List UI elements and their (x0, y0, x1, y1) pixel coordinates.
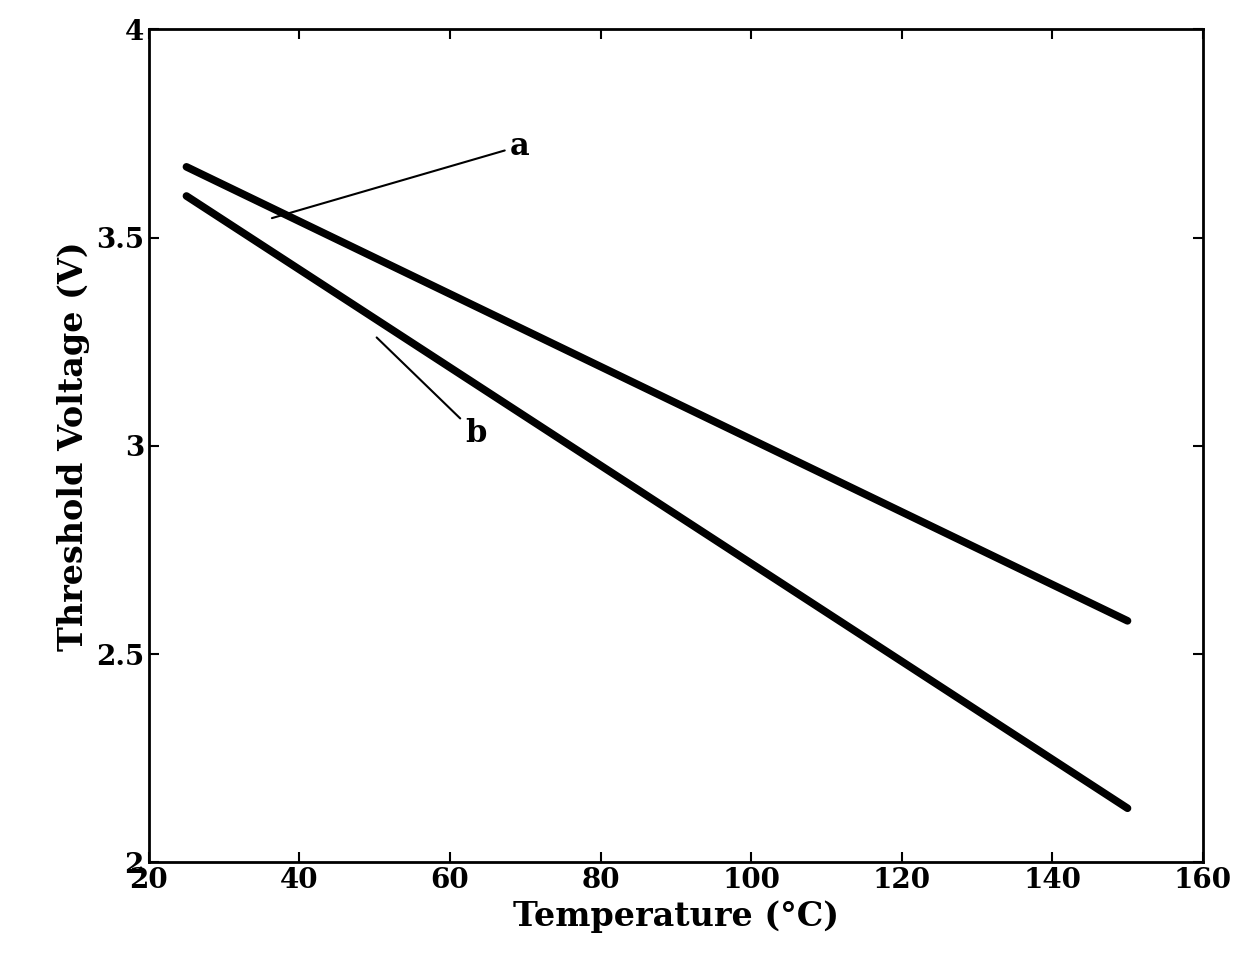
X-axis label: Temperature (°C): Temperature (°C) (513, 900, 838, 933)
Text: b: b (377, 337, 486, 449)
Y-axis label: Threshold Voltage (V): Threshold Voltage (V) (57, 241, 91, 651)
Text: a: a (272, 130, 529, 219)
